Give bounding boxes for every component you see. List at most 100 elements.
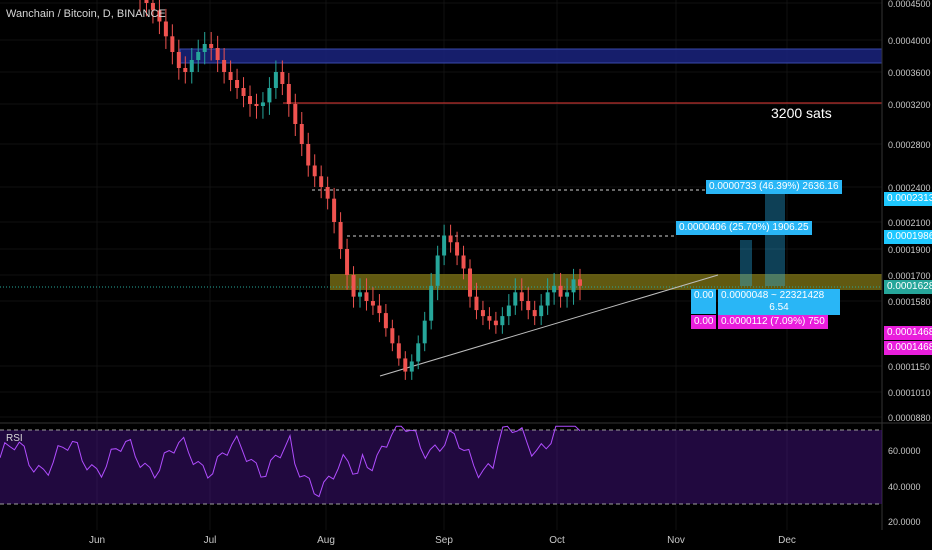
price-tag-1: 0.0002313 (884, 192, 932, 206)
candle-body (364, 292, 369, 301)
candle-body (506, 305, 511, 317)
price-tick-label: 0.0001010 (888, 388, 931, 398)
price-tag-2: 0.0001986 (884, 230, 932, 244)
candle-body (552, 285, 557, 293)
price-axis: 0.0004500 0.0004000 0.0003600 0.0003200 0.00… (888, 0, 931, 423)
candle-body (241, 88, 246, 96)
candle-body (390, 328, 395, 344)
candle-body (578, 279, 582, 286)
candle-body (539, 305, 544, 317)
price-tick-label: 0.0003600 (888, 68, 931, 78)
risk-bottom-prefix: 0.00 (691, 315, 717, 329)
rsi-axis: 60.0000 40.0000 20.0000 (888, 446, 921, 527)
candle-body (396, 343, 401, 359)
candle-body (351, 275, 356, 297)
candle-body (435, 255, 440, 286)
candle-body (338, 222, 343, 249)
price-tick-label: 0.0003200 (888, 100, 931, 110)
time-tick-label: Oct (549, 535, 565, 546)
resistance-zone (179, 48, 883, 64)
price-tag-3: 0.0001628 (884, 280, 932, 294)
rsi-tick-label: 20.0000 (888, 517, 921, 527)
rsi-band (0, 430, 882, 504)
candle-body (526, 301, 531, 311)
candle-body (383, 313, 388, 329)
candle-body (260, 102, 265, 106)
candle-body (196, 52, 201, 60)
candle-body (468, 268, 472, 297)
time-tick-label: Aug (317, 535, 335, 546)
candle-body (319, 176, 324, 187)
candle-body (370, 301, 375, 306)
candle-body (222, 60, 227, 72)
risk-top-label: 0.0000048 ~ 22321428 (718, 289, 840, 303)
candle-body (235, 80, 240, 88)
price-tick-label: 0.0001700 (888, 271, 931, 281)
candle-body (209, 44, 214, 48)
candle-body (487, 316, 492, 321)
price-tick-label: 0.0000880 (888, 413, 931, 423)
candle-body (170, 36, 175, 52)
candle-body (176, 52, 181, 68)
support-zone (330, 274, 882, 290)
time-axis: Jun Jul Aug Sep Oct Nov Dec (89, 535, 796, 546)
candle-body (480, 310, 485, 317)
time-tick-label: Dec (778, 535, 796, 546)
candle-body (493, 320, 498, 326)
rsi-tick-label: 40.0000 (888, 482, 921, 492)
sats-annotation: 3200 sats (771, 105, 832, 121)
candle-body (345, 249, 350, 275)
candle-body (455, 242, 460, 256)
target2-column (740, 240, 752, 286)
candle-body (409, 361, 414, 372)
candle-body (513, 292, 518, 306)
rsi-tick-label: 60.0000 (888, 446, 921, 456)
time-tick-label: Sep (435, 535, 453, 546)
time-tick-label: Nov (667, 535, 685, 546)
target2-label: 0.0000406 (25.70%) 1906.25 (676, 221, 812, 235)
price-tick-label: 0.0004000 (888, 36, 931, 46)
target1-label: 0.0000733 (46.39%) 2636.16 (706, 180, 842, 194)
candle-body (254, 104, 259, 106)
rsi-label: RSI (6, 433, 23, 444)
candle-body (448, 235, 453, 243)
candle-body (248, 96, 252, 104)
price-tick-label: 0.0002400 (888, 183, 931, 193)
candle-body (332, 198, 337, 222)
candle-body (377, 305, 382, 314)
candle-body (474, 296, 479, 311)
candle-body (215, 48, 220, 60)
candle-body (565, 292, 570, 297)
time-tick-label: Jun (89, 535, 105, 546)
risk-top-prefix: 0.00 (691, 289, 717, 314)
candle-body (545, 292, 550, 306)
candle-body (280, 72, 285, 84)
price-tick-label: 0.0001150 (888, 362, 930, 372)
candle-body (144, 0, 149, 4)
candle-body (558, 285, 563, 297)
candle-body (571, 279, 576, 293)
time-tick-label: Jul (204, 535, 217, 546)
candle-body (532, 310, 537, 317)
price-tick-label: 0.0002800 (888, 140, 931, 150)
candle-body (273, 72, 278, 88)
candle-body (403, 358, 408, 372)
risk-bottom-label: 0.0000112 (7.09%) 750 (718, 315, 828, 329)
price-tick-label: 0.0002100 (888, 218, 931, 228)
candle-body (293, 104, 298, 124)
candle-body (325, 187, 330, 199)
price-tag-4: 0.0001468 (884, 326, 932, 340)
candle-body (306, 144, 311, 166)
candle-body (150, 3, 155, 11)
rsi-line (0, 425, 581, 498)
price-tick-label: 0.0001900 (888, 245, 931, 255)
candle-body (299, 124, 304, 144)
price-tag-5: 0.0001468 (884, 341, 932, 355)
candle-body (267, 88, 272, 103)
candle-body (461, 255, 466, 269)
candle-body (358, 292, 362, 297)
target1-column (765, 194, 785, 286)
candle-body (442, 235, 447, 256)
candle-body (163, 21, 168, 37)
